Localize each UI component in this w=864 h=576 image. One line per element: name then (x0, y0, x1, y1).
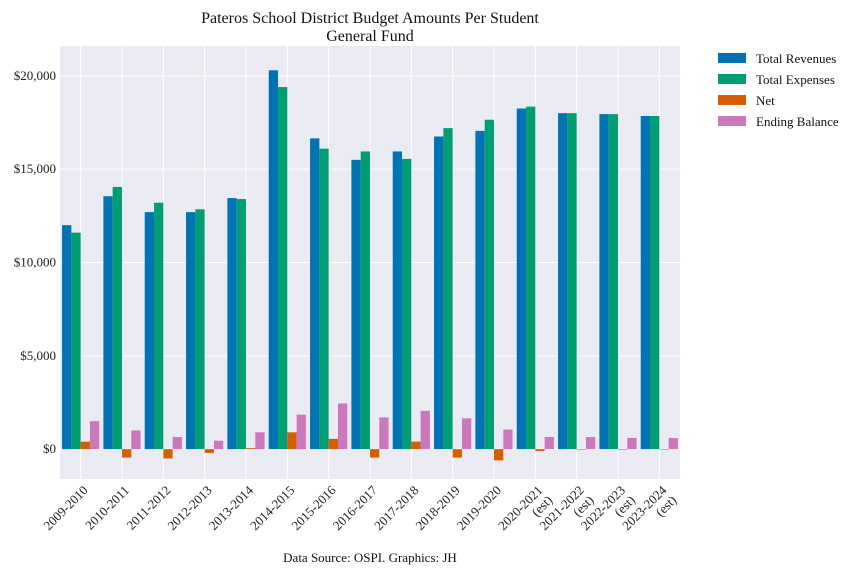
bar-net (411, 441, 421, 450)
bar-net (163, 449, 173, 459)
bar-net (535, 449, 545, 452)
bar-ending-balance (420, 410, 430, 450)
y-tick-label: $15,000 (14, 161, 56, 176)
bar-total-expenses (278, 87, 288, 450)
bar-total-revenues (558, 113, 568, 450)
bar-net (494, 449, 504, 461)
x-axis-ticks: 2009-20102010-20112011-20122012-20132013… (40, 482, 680, 543)
bar-total-expenses (319, 148, 329, 450)
bar-total-revenues (351, 159, 361, 450)
legend: Total Revenues Total Expenses Net Ending Ba… (718, 51, 839, 129)
bar-net (204, 449, 214, 453)
bar-net (576, 449, 586, 450)
x-tick-label: 2010-2011 (82, 483, 132, 533)
legend-label: Total Revenues (756, 51, 836, 66)
bar-net (287, 432, 297, 450)
bar-net (246, 448, 256, 450)
legend-label: Total Expenses (756, 72, 835, 87)
bar-net (618, 449, 628, 450)
bar-total-revenues (268, 70, 279, 450)
bar-ending-balance (627, 437, 637, 450)
bar-total-expenses (608, 114, 618, 450)
bar-net (659, 449, 669, 450)
bar-total-expenses (236, 199, 246, 450)
bar-net (370, 449, 380, 458)
bar-ending-balance (544, 437, 554, 450)
legend-item: Net (718, 93, 775, 108)
bar-net (328, 438, 338, 450)
bar-total-expenses (71, 232, 81, 450)
bar-total-revenues (516, 108, 527, 450)
bar-total-expenses (650, 115, 660, 450)
bar-ending-balance (337, 403, 348, 450)
legend-item: Ending Balance (718, 114, 839, 129)
bar-ending-balance (255, 432, 265, 450)
bar-net (452, 449, 462, 458)
bar-ending-balance (172, 437, 182, 450)
x-tick-label: 2019-2020 (454, 483, 504, 533)
bar-ending-balance (461, 418, 472, 450)
bar-total-expenses (526, 106, 536, 450)
y-tick-label: $5,000 (20, 348, 56, 363)
bar-total-revenues (62, 225, 72, 450)
legend-item: Total Expenses (718, 72, 835, 87)
legend-label: Ending Balance (756, 114, 839, 129)
legend-swatch (718, 116, 746, 126)
y-tick-label: $20,000 (14, 68, 56, 83)
legend-label: Net (756, 93, 775, 108)
bar-total-expenses (402, 158, 412, 450)
bar-total-expenses (112, 186, 122, 450)
x-tick-label: 2017-2018 (371, 483, 421, 533)
bar-total-revenues (227, 198, 237, 450)
bar-net (80, 441, 90, 450)
legend-item: Total Revenues (718, 51, 836, 66)
bar-ending-balance (296, 414, 306, 450)
x-tick-label: 2009-2010 (40, 483, 90, 533)
bar-total-expenses (154, 202, 164, 450)
bar-ending-balance (379, 417, 389, 450)
bar-total-revenues (434, 136, 444, 450)
bar-total-revenues (475, 130, 485, 450)
bar-total-expenses (567, 113, 577, 450)
bar-total-revenues (640, 115, 651, 450)
x-tick-label: 2012-2013 (164, 483, 214, 533)
bar-total-revenues (186, 212, 196, 450)
bar-ending-balance (131, 430, 141, 450)
bar-total-revenues (103, 196, 113, 450)
bar-ending-balance (668, 437, 678, 450)
bar-ending-balance (503, 429, 513, 450)
x-tick-label: 2018-2019 (412, 483, 462, 533)
bar-total-revenues (144, 212, 155, 450)
legend-swatch (718, 95, 746, 105)
chart-title: Pateros School District Budget Amounts P… (201, 10, 539, 27)
chart-subtitle: General Fund (326, 28, 414, 45)
bar-total-expenses (484, 119, 494, 450)
bar-total-revenues (310, 138, 320, 450)
y-tick-label: $10,000 (14, 255, 56, 270)
bar-ending-balance (213, 440, 224, 450)
x-tick-label: 2014-2015 (247, 483, 297, 533)
legend-swatch (718, 74, 746, 84)
source-note: Data Source: OSPI. Graphics: JH (283, 550, 457, 565)
bars (62, 70, 678, 461)
bar-ending-balance (89, 421, 100, 450)
bar-net (122, 449, 132, 458)
bar-total-expenses (443, 128, 453, 450)
bar-ending-balance (585, 437, 596, 450)
y-tick-label: $0 (43, 441, 56, 456)
y-axis-ticks: $0 $5,000 $10,000 $15,000 $20,000 (14, 68, 56, 456)
bar-total-expenses (360, 151, 370, 450)
bar-total-expenses (195, 209, 205, 450)
legend-swatch (718, 53, 746, 63)
bar-total-revenues (599, 114, 609, 450)
x-tick-label: 2023-2024(est) (619, 482, 680, 543)
bar-total-revenues (392, 151, 403, 450)
